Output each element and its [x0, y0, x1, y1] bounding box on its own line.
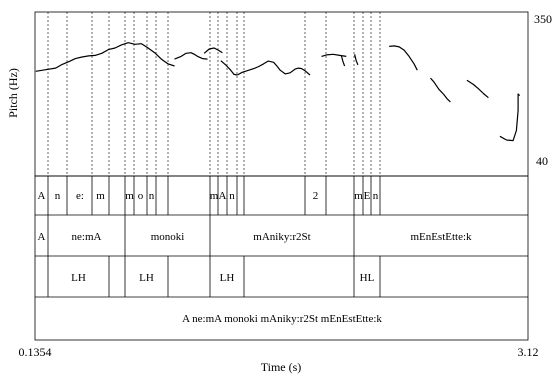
word-label: mAniky:r2St — [253, 231, 310, 243]
sentence-label: A ne:mA monoki mAniky:r2St mEnEstEtte:k — [182, 313, 382, 325]
pitch-contour-segment — [340, 55, 346, 67]
segment-labels: A n e: m m o n m A n 2 m E n — [38, 190, 379, 202]
segment-label: m — [354, 190, 363, 202]
word-labels: A ne:mA monoki mAniky:r2St mEnEstEtte:k — [38, 231, 473, 243]
tone-label: LH — [220, 272, 235, 284]
segment-label: n — [373, 190, 379, 202]
segment-label: 2 — [313, 190, 319, 202]
pitch-contour-segment — [268, 60, 311, 76]
pitch-panel: 350 40 Pitch (Hz) — [6, 11, 552, 177]
segment-label: o — [138, 190, 144, 202]
segment-label: n — [229, 190, 235, 202]
tone-boundaries — [47, 256, 381, 297]
pitch-contour-segment — [220, 60, 238, 76]
pitch-contour-segment — [466, 79, 489, 99]
pitch-contour-segment — [389, 45, 418, 71]
pitch-contour-segment — [499, 93, 521, 142]
tier-frame — [34, 175, 529, 341]
segment-guides — [47, 12, 381, 176]
textgrid-tiers: A n e: m m o n m A n 2 m E n A ne:mA mon… — [34, 175, 529, 341]
pitch-contour-segment — [354, 54, 359, 66]
word-label: monoki — [151, 231, 185, 243]
word-label: A — [38, 231, 46, 243]
pitch-axis-label: Pitch (Hz) — [6, 68, 20, 118]
pitch-contour-segment — [321, 53, 347, 57]
segment-label: A — [219, 190, 227, 202]
pitch-contour-segment — [174, 52, 208, 60]
segment-label: e: — [76, 190, 84, 202]
time-axis-label: Time (s) — [261, 360, 302, 374]
segment-label: m — [210, 190, 219, 202]
segment-label: m — [96, 190, 105, 202]
segment-label: m — [125, 190, 134, 202]
time-start-label: 0.1354 — [19, 345, 52, 359]
word-label: ne:mA — [72, 231, 102, 243]
pitch-top-label: 350 — [534, 12, 552, 26]
word-boundaries — [47, 215, 355, 256]
segment-label: E — [364, 190, 371, 202]
time-axis: 0.1354 3.12 Time (s) — [19, 345, 539, 374]
segment-label: n — [149, 190, 155, 202]
time-end-label: 3.12 — [518, 345, 539, 359]
pitch-contour — [35, 42, 521, 142]
pitch-contour-segment — [237, 60, 270, 76]
segment-label: n — [55, 190, 61, 202]
pitch-contour-segment — [203, 47, 223, 54]
pitch-contour-segment — [35, 42, 175, 72]
tone-label: HL — [360, 272, 375, 284]
tone-label: LH — [71, 272, 86, 284]
segment-label: A — [38, 190, 46, 202]
word-label: mEnEstEtte:k — [410, 231, 472, 243]
segment-boundaries — [47, 176, 381, 215]
tone-label: LH — [139, 272, 154, 284]
pitch-bottom-label: 40 — [536, 154, 548, 168]
tone-labels: LH LH LH HL — [71, 272, 374, 284]
pitch-contour-segment — [430, 77, 451, 103]
